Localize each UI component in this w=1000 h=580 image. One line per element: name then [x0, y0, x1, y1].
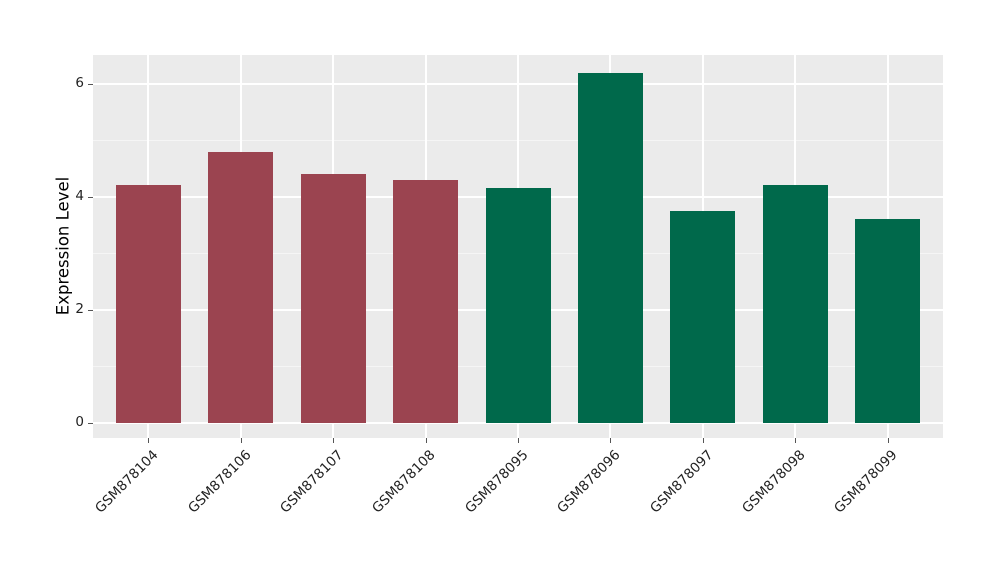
- x-tick-mark: [518, 438, 519, 443]
- y-tick-mark: [88, 422, 93, 424]
- x-tick-mark: [795, 438, 797, 443]
- bar-GSM878096: [577, 72, 643, 423]
- bar-GSM878104: [115, 185, 181, 423]
- major-gridline: [93, 82, 943, 85]
- bar-GSM878095: [485, 188, 551, 423]
- y-tick-label: 2: [75, 301, 84, 318]
- bar-GSM878097: [670, 210, 736, 423]
- x-tick-label: GSM878095: [461, 447, 532, 517]
- x-tick-label: GSM878106: [184, 447, 255, 517]
- x-tick-mark: [240, 438, 242, 443]
- x-tick-label: GSM878108: [369, 447, 439, 517]
- major-gridline: [93, 421, 943, 424]
- y-tick-mark: [88, 309, 93, 311]
- y-tick-label: 0: [75, 414, 84, 431]
- bar-GSM878099: [855, 219, 921, 423]
- x-tick-mark: [610, 438, 612, 443]
- x-tick-mark: [425, 438, 427, 443]
- x-tick-label: GSM878107: [277, 447, 347, 517]
- x-tick-mark: [148, 438, 150, 443]
- x-tick-mark: [702, 438, 704, 443]
- x-tick-label: GSM878098: [739, 447, 809, 517]
- bar-GSM878108: [393, 179, 459, 423]
- bar-GSM878106: [208, 151, 274, 423]
- x-tick-label: GSM878099: [831, 447, 901, 517]
- bar-GSM878107: [300, 174, 366, 423]
- bar-GSM878098: [762, 185, 828, 423]
- y-tick-mark: [88, 196, 93, 198]
- x-tick-label: GSM878104: [92, 447, 162, 517]
- x-tick-mark: [887, 438, 889, 443]
- x-tick-label: GSM878096: [554, 447, 624, 517]
- y-tick-mark: [88, 83, 93, 85]
- y-tick-label: 6: [75, 75, 84, 92]
- plot-panel: [93, 55, 943, 438]
- y-tick-label: 4: [75, 188, 84, 205]
- x-tick-mark: [333, 438, 335, 443]
- x-tick-label: GSM878097: [646, 447, 717, 517]
